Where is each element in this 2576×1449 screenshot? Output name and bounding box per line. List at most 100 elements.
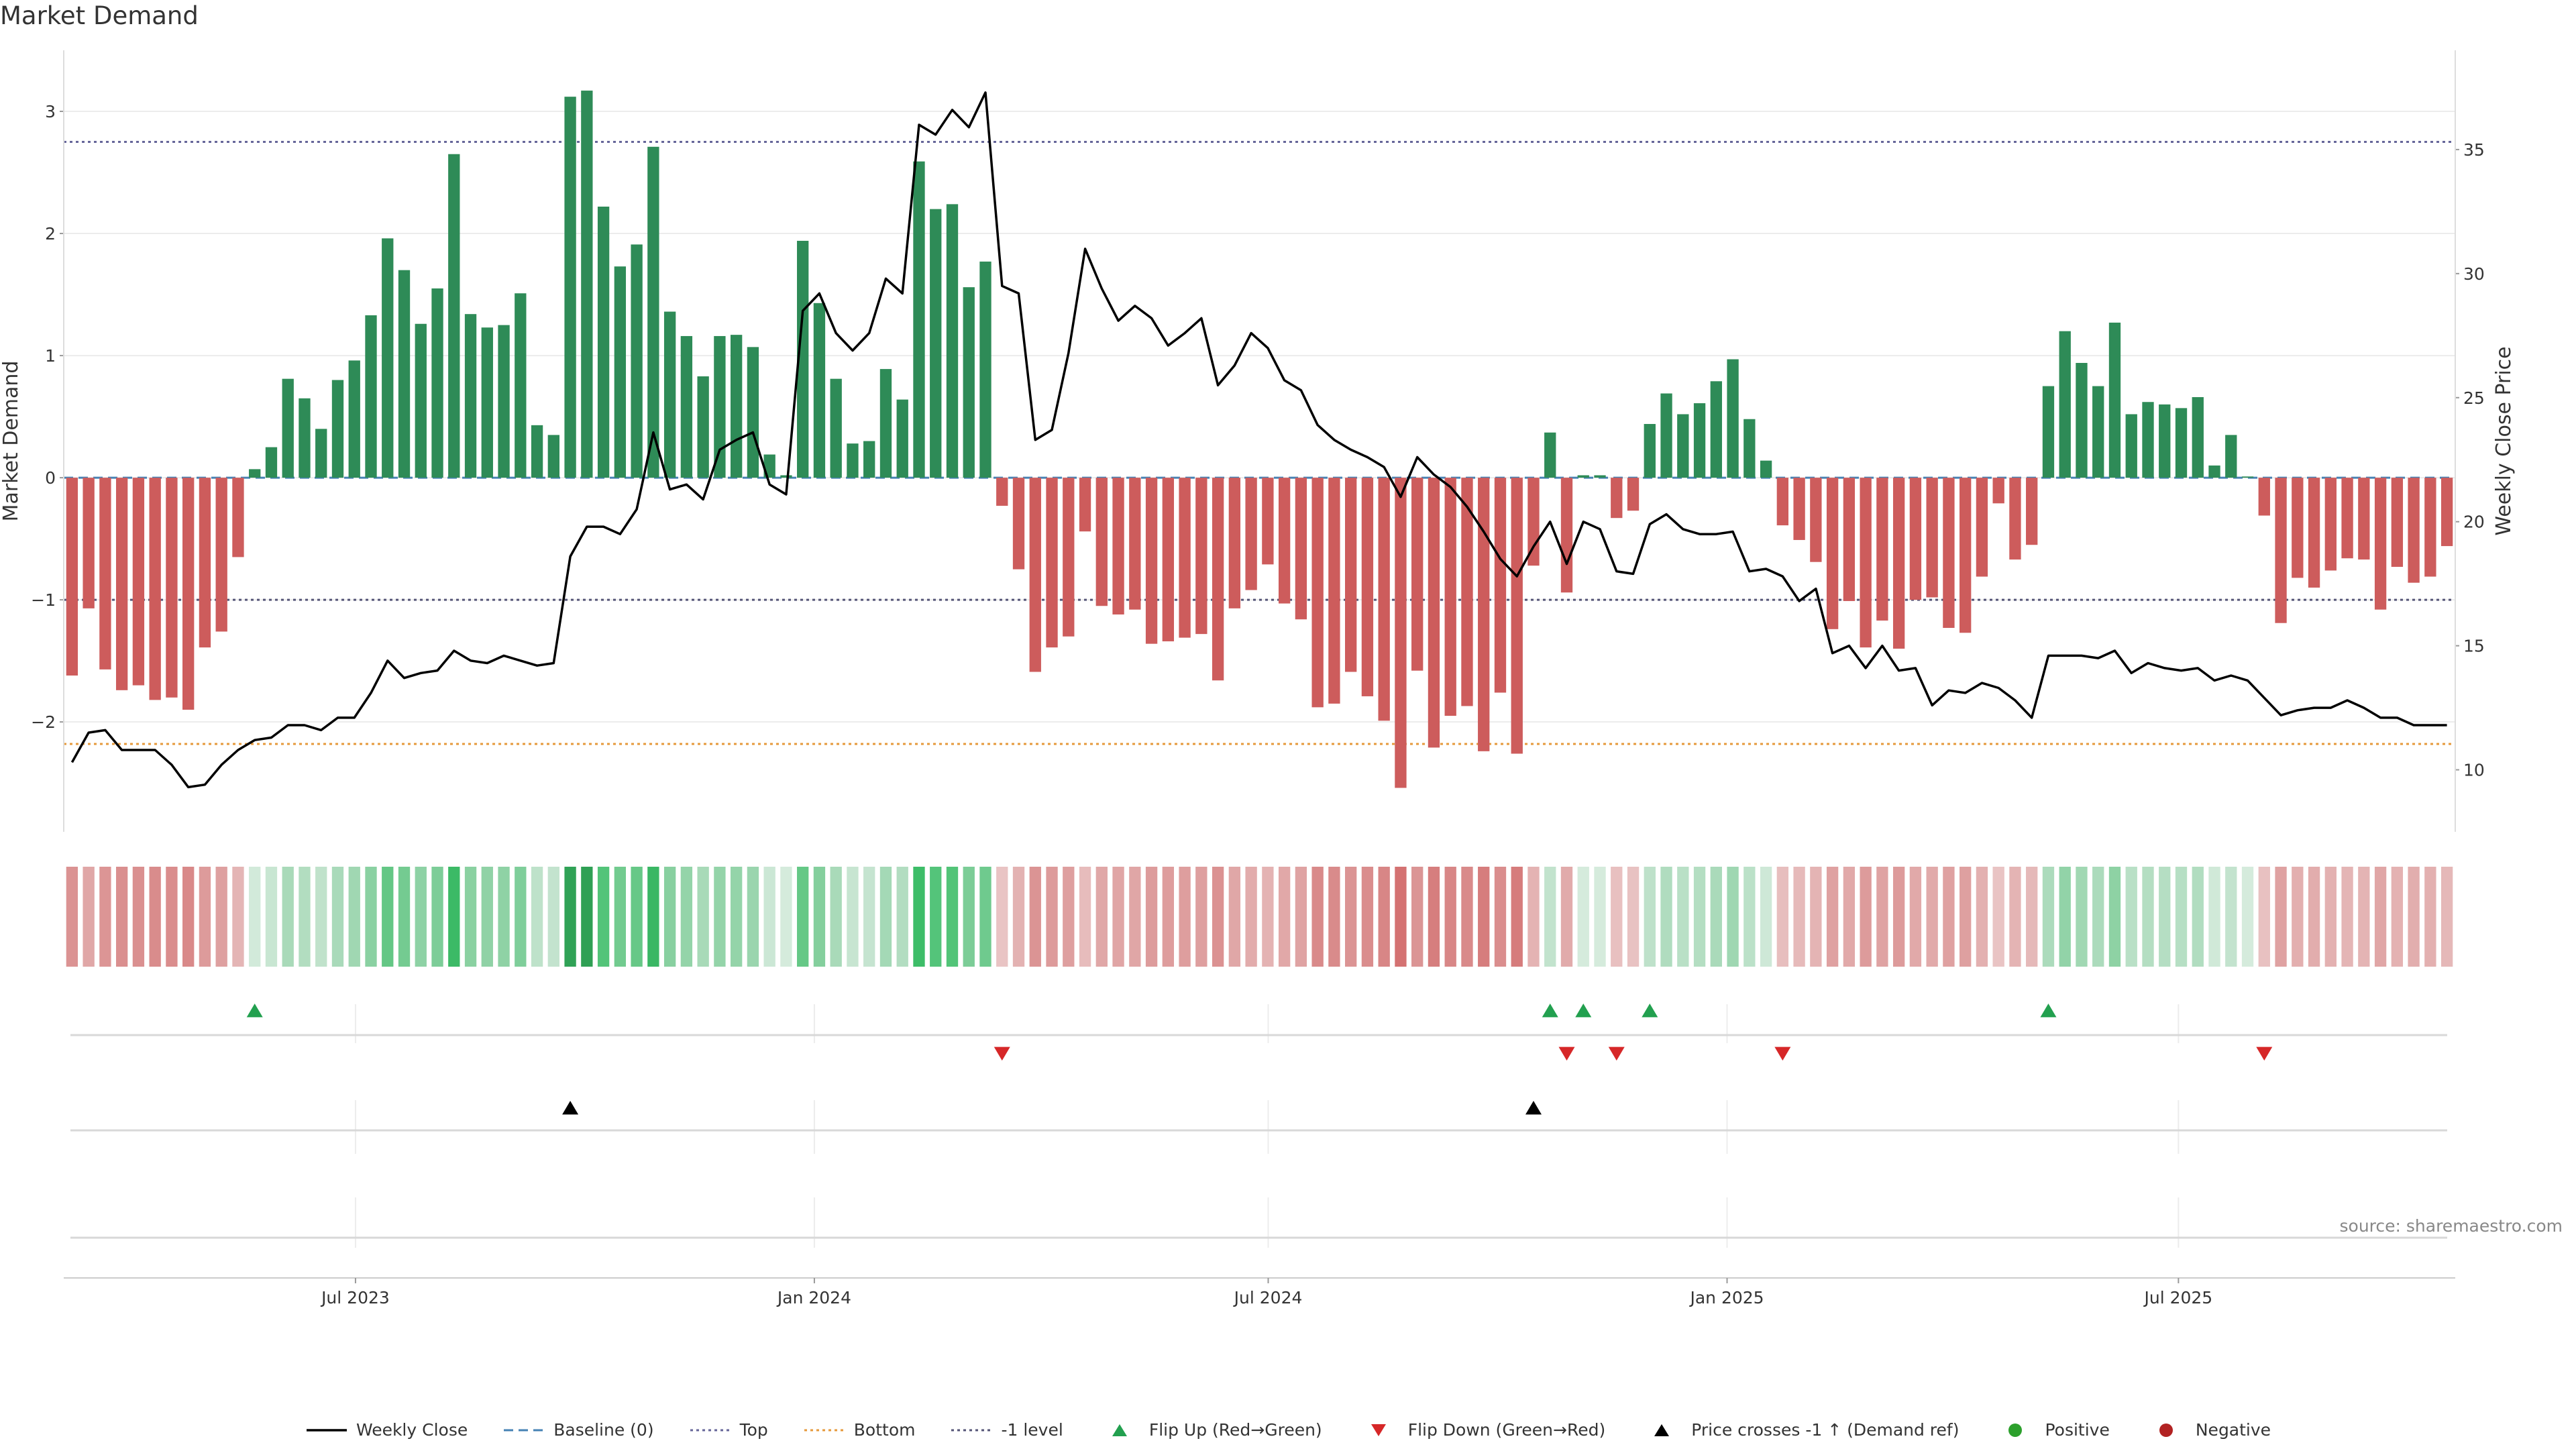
y-right-tick-label: 35 [2463,140,2485,160]
legend-triangle-down-icon [1371,1424,1386,1436]
heat-strip-cell [1876,867,1888,967]
heat-strip-cell [2324,867,2337,967]
negative-bar [2026,478,2038,545]
negative-bar [2341,478,2353,559]
positive-bar [464,314,477,478]
legend-label: Top [739,1420,768,1440]
positive-bar [547,435,559,478]
negative-bar [1511,478,1523,754]
positive-bar [1644,424,1656,478]
positive-bar [2108,322,2121,478]
heat-strip-cell [199,867,211,967]
heat-strip-cell [847,867,859,967]
heat-strip-cell [1760,867,1772,967]
heat-strip-cell [979,867,991,967]
positive-bar [515,293,527,478]
heat-strip-cell [215,867,227,967]
heat-strip-cell [663,867,676,967]
heat-strip-cell [1212,867,1224,967]
legend-symbol [690,1429,731,1432]
chart-title: Market Demand [0,1,199,30]
negative-bar [2358,478,2370,560]
negative-bar [1129,478,1141,610]
legend-symbol [1371,1424,1386,1436]
heat-strip-cell [1311,867,1324,967]
negative-bar [66,478,78,676]
negative-bar [1478,478,1490,751]
negative-bar [232,478,244,557]
positive-bar [680,335,693,478]
heat-strip-cell [730,867,743,967]
heat-strip-cell [1361,867,1374,967]
heat-strip-cell [780,867,792,967]
negative-bar [182,478,195,710]
heat-strip-cell [631,867,643,967]
legend-label: Flip Down (Green→Red) [1407,1420,1606,1440]
heat-strip-cell [1577,867,1589,967]
negative-bar [99,478,111,669]
heat-strip-cell [1727,867,1739,967]
negative-bar [1378,478,1390,721]
positive-bar [1727,359,1739,478]
negative-bar [1079,478,1091,532]
legend-symbol [306,1429,347,1432]
negative-bar [1611,478,1623,519]
price-cross-marker [1525,1101,1542,1115]
legend-triangle-up-icon [1112,1424,1127,1436]
heat-strip-cell [1960,867,1972,967]
positive-bar [797,240,809,478]
heat-strip-cell [1660,867,1672,967]
negative-bar [1262,478,1274,565]
positive-bar [365,315,377,478]
heat-strip-cell [714,867,726,967]
y-right-axis-label: Weekly Close Price [2492,346,2516,535]
heat-strip-cell [697,867,709,967]
legend-label: Flip Up (Red→Green) [1148,1420,1322,1440]
heat-strip-cell [1029,867,1041,967]
weekly-close-line [70,91,2447,789]
negative-bar [1195,478,1208,635]
positive-bar [431,288,443,478]
heat-strip-cell [2424,867,2436,967]
heat-strip-cell [2125,867,2137,967]
heat-strip-cell [1743,867,1756,967]
heat-strip-cell [1179,867,1191,967]
legend-item: Baseline (0) [502,1420,654,1440]
heat-strip-cell [614,867,627,967]
negative-bar [115,478,128,690]
heat-strip-cell [83,867,95,967]
negative-bar [199,478,211,648]
legend-symbol [804,1429,845,1432]
heat-strip-cell [132,867,145,967]
heat-strip-cell [2026,867,2038,967]
heat-strip-cell [813,867,826,967]
heat-strip-cell [1926,867,1938,967]
positive-bar [747,347,759,478]
positive-bar [1760,460,1772,478]
heat-strip-cell [1063,867,1075,967]
negative-bar [215,478,227,632]
heat-strip-cell [232,867,244,967]
heat-strip-cell [2374,867,2387,967]
negative-bar [1428,478,1440,748]
heat-strip-cell [182,867,195,967]
positive-bar [581,91,593,478]
negative-bar [1245,478,1257,590]
heat-strip-cell [331,867,344,967]
heat-strip-cell [581,867,593,967]
positive-bar [531,425,543,478]
legend: Weekly Close Baseline (0) Top Bottom -1 leve… [0,1420,2576,1440]
y-tick-label: 1 [45,346,56,366]
heat-strip-cell [963,867,975,967]
positive-bar [2208,465,2220,478]
heat-strip-cell [2258,867,2270,967]
legend-item: Bottom [803,1420,915,1440]
positive-bar [1577,475,1589,478]
heat-strip-cell [265,867,278,967]
positive-bar [830,378,842,478]
positive-bar [730,335,743,478]
negative-bar [1992,478,2004,504]
negative-bar [166,478,178,698]
legend-item: -1 level [950,1420,1063,1440]
legend-circle-icon [2159,1424,2173,1437]
